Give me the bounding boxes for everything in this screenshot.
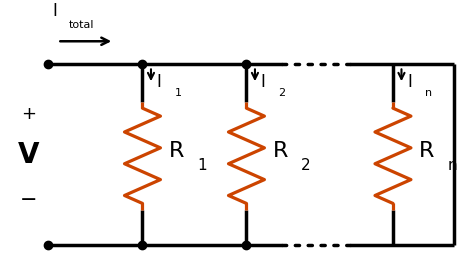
Text: total: total (69, 20, 95, 30)
Text: I: I (407, 73, 412, 90)
Text: n: n (425, 88, 432, 98)
Text: R: R (273, 141, 288, 161)
Text: V: V (18, 140, 40, 169)
Text: 1: 1 (174, 88, 182, 98)
Text: −: − (20, 190, 38, 210)
Text: I: I (261, 73, 265, 90)
Text: I: I (156, 73, 162, 90)
Text: I: I (53, 2, 57, 20)
Text: 1: 1 (197, 158, 207, 173)
Text: R: R (419, 141, 434, 161)
Text: 2: 2 (279, 88, 286, 98)
Text: 2: 2 (301, 158, 310, 173)
Text: n: n (447, 158, 457, 173)
Text: +: + (21, 105, 36, 123)
Text: R: R (168, 141, 184, 161)
